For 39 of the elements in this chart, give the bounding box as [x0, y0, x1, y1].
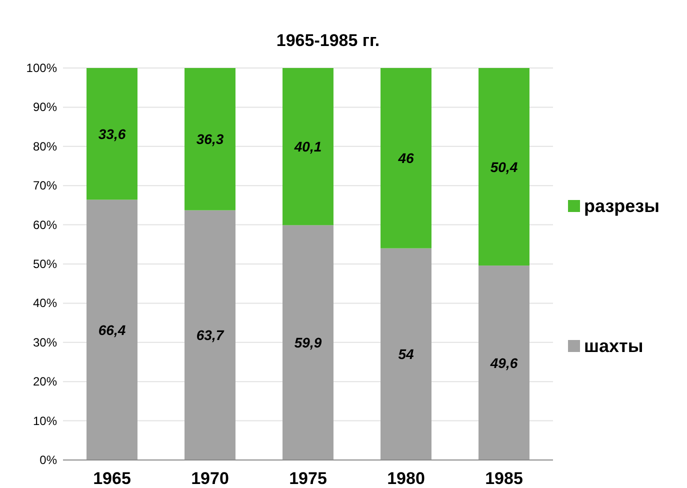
- x-tick-label: 1975: [289, 469, 327, 488]
- data-label: 40,1: [293, 138, 322, 155]
- data-label: 54: [398, 346, 414, 362]
- bar: [86, 68, 138, 200]
- bar: [184, 68, 236, 210]
- chart-title: 1965-1985 гг.: [276, 31, 380, 50]
- data-label: 59,9: [294, 334, 322, 351]
- y-tick-label: 10%: [32, 414, 58, 428]
- data-label: 46: [397, 150, 414, 166]
- x-tick-label: 1970: [191, 469, 229, 488]
- bar: [380, 248, 432, 460]
- data-label: 33,6: [98, 126, 126, 142]
- x-tick-label: 1965: [93, 469, 131, 488]
- bar: [478, 266, 530, 460]
- x-tick-label: 1980: [387, 469, 425, 488]
- data-label: 50,4: [490, 158, 518, 175]
- legend-label: шахты: [584, 336, 644, 356]
- legend-label: разрезы: [584, 196, 660, 216]
- data-label: 36,3: [196, 131, 224, 148]
- x-tick-label: 1985: [485, 469, 523, 488]
- y-tick-label: 70%: [32, 178, 58, 193]
- bar: [282, 225, 334, 460]
- y-tick-label: 100%: [26, 61, 58, 75]
- y-tick-label: 50%: [32, 257, 58, 271]
- y-tick-label: 90%: [32, 100, 58, 114]
- data-label: 49,6: [489, 354, 518, 371]
- bar: [478, 68, 530, 266]
- y-tick-label: 60%: [32, 218, 58, 232]
- y-tick-label: 30%: [32, 335, 58, 350]
- bar: [86, 200, 138, 460]
- data-label: 66,4: [98, 322, 126, 338]
- y-tick-label: 20%: [32, 374, 58, 389]
- bar: [282, 68, 334, 226]
- bar: [184, 210, 236, 460]
- bar: [380, 68, 432, 248]
- y-tick-label: 80%: [32, 139, 58, 154]
- y-tick-label: 40%: [32, 296, 58, 310]
- y-tick-label: 0%: [40, 453, 58, 467]
- data-label: 63,7: [196, 327, 225, 344]
